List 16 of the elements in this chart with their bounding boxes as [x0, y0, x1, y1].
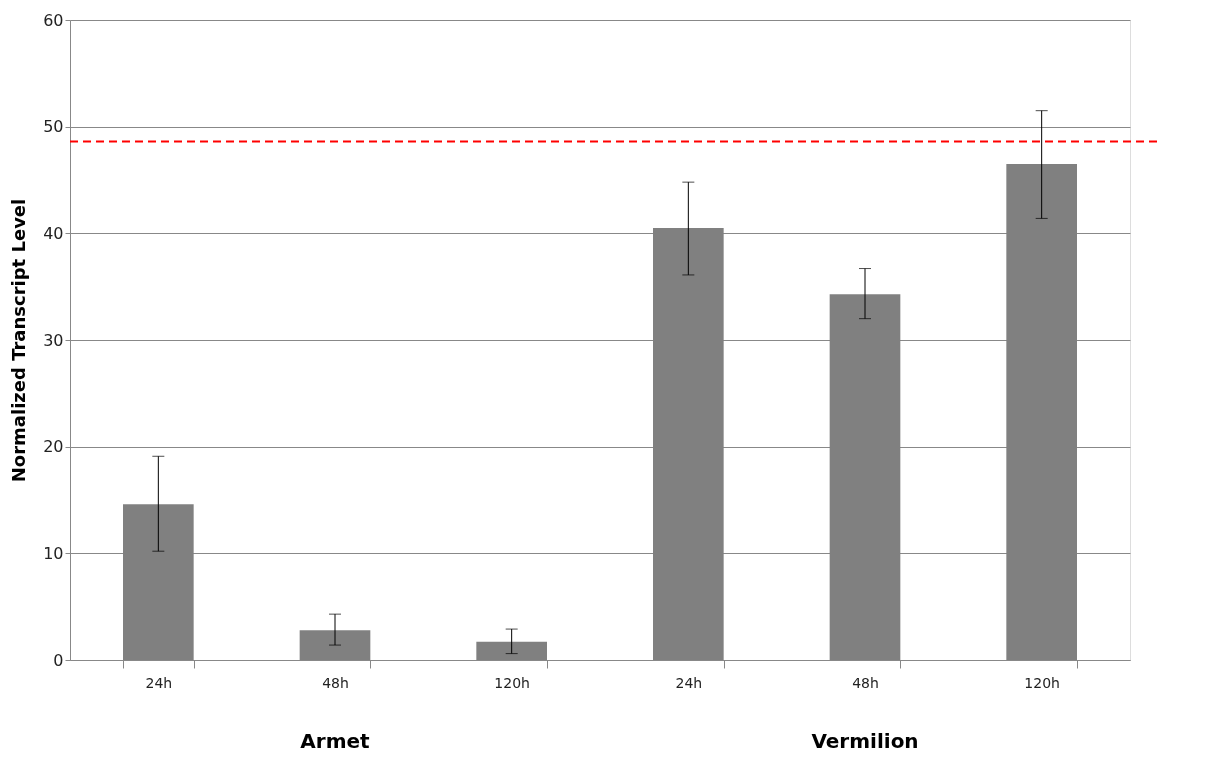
y-tick-label: 60: [43, 10, 64, 30]
y-tick-label: 20: [43, 437, 64, 457]
x-tick-label: 120h: [494, 674, 530, 691]
y-tick-label: 0: [53, 650, 64, 670]
y-tick-label: 40: [43, 223, 64, 243]
y-tick-label: 10: [43, 543, 64, 563]
y-tick-label: 50: [43, 117, 64, 137]
text: Armet: [300, 729, 371, 753]
x-tick-label: 120h: [1024, 674, 1060, 691]
x-tick-label: 24h: [145, 674, 173, 691]
y-axis-title: Normalized Transcript Level: [8, 198, 30, 483]
x-tick-label: 48h: [852, 674, 879, 691]
y-tick-label: 30: [43, 330, 64, 350]
x-tick-label: 48h: [322, 674, 349, 691]
text: Vermilion: [811, 729, 919, 753]
x-tick-label: 24h: [675, 674, 703, 691]
